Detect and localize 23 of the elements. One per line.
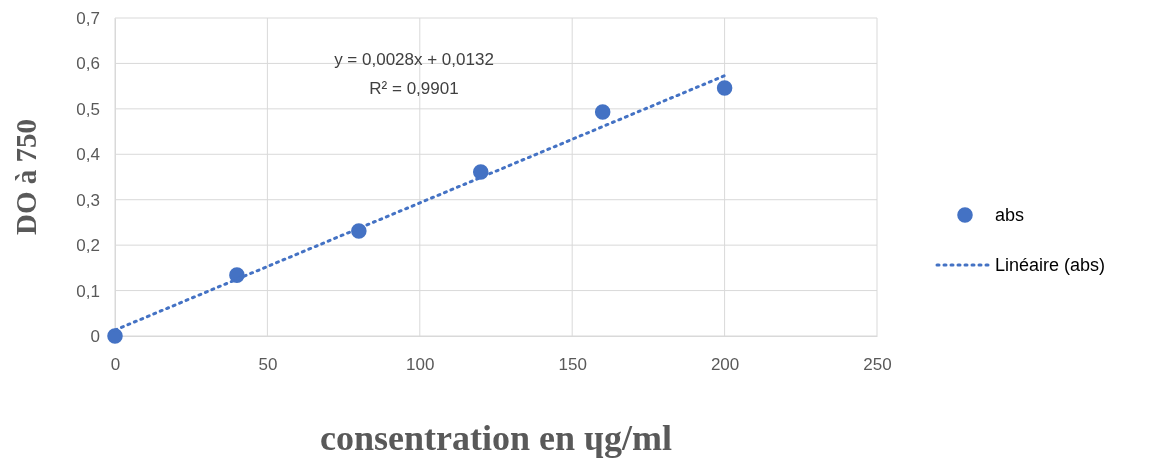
x-tick-label: 0 — [110, 355, 121, 375]
annotation: R² = 0,9901 — [369, 79, 459, 98]
y-tick-label: 0,5 — [76, 99, 100, 119]
annotation: y = 0,0028x + 0,0132 — [334, 50, 494, 69]
x-tick-label: 100 — [406, 355, 435, 375]
point — [107, 328, 123, 344]
legend-label: abs — [995, 205, 1025, 225]
y-axis-title: DO à 750 — [10, 119, 42, 235]
x-tick-label: 200 — [710, 355, 740, 375]
x-tick-label: 250 — [863, 355, 892, 375]
y-tick-label: 0,7 — [76, 8, 100, 28]
legend-label: Linéaire (abs) — [995, 255, 1106, 275]
point — [594, 104, 611, 120]
y-tick-label: 0,6 — [76, 54, 100, 74]
x-axis-title: consentration en ɥg/ml — [319, 418, 673, 458]
y-tick-label: 0,2 — [76, 236, 100, 256]
x-tick-label: 150 — [558, 355, 587, 375]
y-tick-label: 0 — [90, 326, 100, 346]
point — [716, 80, 733, 96]
x-tick-label: 50 — [258, 355, 278, 375]
y-tick-label: 0,4 — [76, 145, 100, 165]
y-tick-label: 0,3 — [76, 190, 100, 210]
y-tick-label: 0,1 — [76, 281, 100, 301]
